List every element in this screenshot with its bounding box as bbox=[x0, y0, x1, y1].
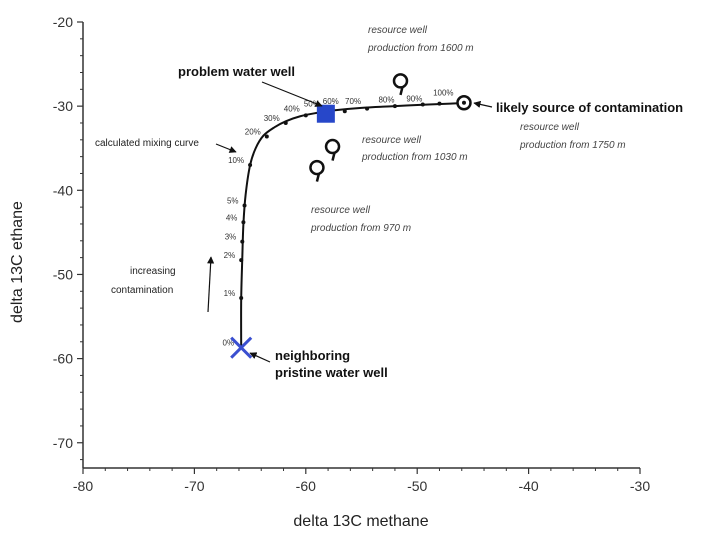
mixing-curve-point bbox=[248, 163, 253, 168]
contamination-source-marker bbox=[456, 95, 472, 111]
arrow-problem-water-well bbox=[261, 81, 323, 107]
mixing-percent-labels: 0% 1% 2% 3% 4% 5% 10% 20%30% 40% 50% 60% 70% 80% 90% 1… bbox=[223, 89, 454, 348]
label-likely-source: likely source of contamination bbox=[496, 100, 683, 115]
mixing-percent-label: 80% bbox=[378, 95, 394, 104]
mixing-curve-point bbox=[264, 134, 269, 139]
mixing-curve-point bbox=[239, 258, 244, 263]
x-tick-label: -30 bbox=[630, 478, 650, 494]
axis-ticks bbox=[77, 21, 641, 474]
well-ring bbox=[309, 159, 325, 176]
markers bbox=[230, 73, 472, 359]
label-increasing-1: increasing bbox=[130, 266, 176, 277]
label-problem-water-well: problem water well bbox=[178, 64, 295, 79]
well-stem bbox=[399, 86, 404, 96]
y-tick-label: -20 bbox=[53, 14, 73, 30]
arrow-likely-source bbox=[473, 100, 493, 108]
y-tick-label: -60 bbox=[53, 351, 73, 367]
y-tick-label: -40 bbox=[53, 182, 73, 198]
arrow-neighboring bbox=[249, 352, 271, 363]
mixing-percent-label: 0% bbox=[223, 339, 235, 348]
mixing-percent-label: 60% bbox=[323, 97, 339, 106]
problem-well-marker bbox=[316, 104, 335, 123]
x-tick-label: -70 bbox=[184, 478, 204, 494]
label-neighboring-2: pristine water well bbox=[275, 365, 388, 380]
mixing-curve-point bbox=[242, 203, 247, 208]
x-stroke bbox=[230, 336, 253, 359]
well-ring bbox=[324, 138, 341, 155]
mixing-percent-label: 4% bbox=[226, 213, 238, 222]
label-rw970-1: resource well bbox=[311, 205, 371, 216]
mixing-percent-label: 1% bbox=[224, 289, 236, 298]
label-increasing-2: contamination bbox=[111, 285, 173, 296]
label-rw1030-1: resource well bbox=[362, 135, 422, 146]
mixing-percent-label: 30% bbox=[264, 114, 280, 123]
mixing-curve-point bbox=[365, 106, 370, 111]
pristine-well-marker bbox=[230, 336, 253, 359]
mixing-curve-point bbox=[240, 239, 245, 244]
mixing-percent-label: 50% bbox=[304, 100, 320, 109]
mixing-percent-label: 5% bbox=[227, 196, 239, 205]
resource-well-marker bbox=[309, 159, 325, 182]
label-rw1600-2: production from 1600 m bbox=[367, 43, 474, 54]
well-ring bbox=[392, 73, 409, 89]
label-rw1600-1: resource well bbox=[368, 25, 428, 36]
mixing-percent-label: 70% bbox=[345, 97, 361, 106]
label-rw1750-1: resource well bbox=[520, 122, 580, 133]
mixing-percent-label: 3% bbox=[225, 233, 237, 242]
mixing-curve-point bbox=[437, 101, 442, 106]
label-rw970-2: production from 970 m bbox=[310, 223, 411, 234]
mixing-curve-point bbox=[392, 104, 397, 109]
x-tick-label: -80 bbox=[73, 478, 93, 494]
well-stem bbox=[331, 152, 336, 161]
mixing-curve-tick-marks bbox=[239, 101, 442, 301]
y-axis-title: delta 13C ethane bbox=[9, 201, 26, 323]
y-tick-label: -70 bbox=[53, 435, 73, 451]
arrow-increasing-contamination bbox=[207, 256, 215, 313]
x-tick-label: -60 bbox=[296, 478, 316, 494]
label-mixing-curve: calculated mixing curve bbox=[95, 138, 199, 149]
mixing-percent-label: 40% bbox=[284, 105, 300, 114]
x-axis-title: delta 13C methane bbox=[293, 513, 428, 530]
mixing-curve-line bbox=[240, 101, 465, 348]
mixing-curve-point bbox=[420, 102, 425, 107]
x-tick-label: -50 bbox=[407, 478, 427, 494]
mixing-percent-label: 2% bbox=[224, 251, 236, 260]
arrow-mixing-curve bbox=[215, 143, 237, 153]
mixing-curve-point bbox=[283, 120, 288, 125]
x-tick-label: -40 bbox=[518, 478, 538, 494]
mixing-percent-label: 90% bbox=[406, 95, 422, 104]
mixing-percent-label: 20% bbox=[245, 127, 261, 136]
resource-well-marker bbox=[392, 73, 409, 96]
tick-labels: -80 -70 -60 -50 -40 -30 -20 -30 -40 -50 -60 -70 bbox=[53, 14, 651, 494]
label-neighboring-1: neighboring bbox=[275, 348, 350, 363]
label-rw1750-2: production from 1750 m bbox=[519, 140, 626, 151]
mixing-curve-point bbox=[241, 220, 246, 225]
mixing-curve-point bbox=[342, 109, 347, 114]
mixing-curve-point bbox=[239, 296, 244, 301]
mixing-percent-label: 100% bbox=[433, 89, 453, 98]
mixing-percent-label: 10% bbox=[228, 156, 244, 165]
mixing-curve-point bbox=[303, 113, 308, 118]
y-tick-label: -30 bbox=[53, 98, 73, 114]
source-dot bbox=[461, 100, 466, 105]
y-tick-label: -50 bbox=[53, 266, 73, 282]
resource-well-marker bbox=[324, 138, 341, 161]
label-rw1030-2: production from 1030 m bbox=[361, 152, 468, 163]
well-stem bbox=[315, 173, 321, 182]
